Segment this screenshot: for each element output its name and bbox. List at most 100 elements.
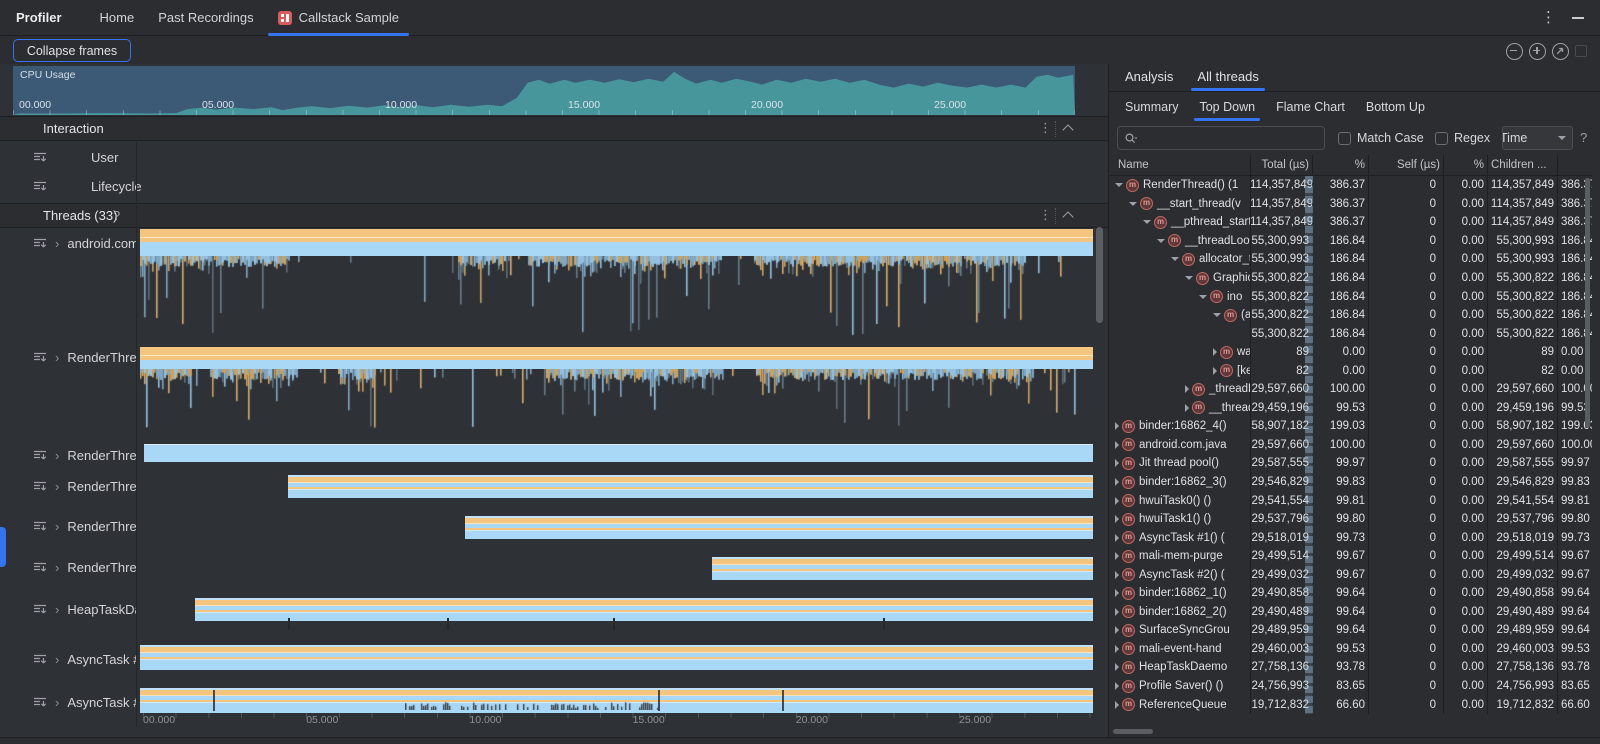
tree-expand-icon[interactable] (1115, 607, 1119, 616)
threads-kebab-menu-icon[interactable]: ⋮ (1039, 208, 1052, 223)
interaction-collapse-icon[interactable] (1062, 124, 1074, 136)
table-row[interactable]: mino55,300,822186.8400.0055,300,822186.8… (1110, 287, 1592, 306)
group-by-dropdown[interactable]: Time (1502, 126, 1573, 150)
thread-row-renderthread-1[interactable]: › RenderThread (33, 347, 136, 367)
tree-expand-icon[interactable] (1115, 422, 1119, 431)
window-kebab-menu-icon[interactable]: ⋮ (1541, 8, 1556, 26)
col-self[interactable]: Self (µs) (1396, 159, 1440, 171)
table-header[interactable]: Name Total (µs)% Self (µs)% Children ... (1110, 155, 1592, 176)
reset-zoom-icon[interactable] (1552, 42, 1569, 60)
zoom-in-icon[interactable] (1529, 42, 1546, 60)
table-row[interactable]: m HeapTaskDaemo 27,758,136 93.78 0 0.00 27,758… (1110, 658, 1592, 677)
regex-checkbox[interactable] (1435, 131, 1448, 145)
table-horizontal-scrollbar[interactable] (1113, 729, 1153, 734)
table-row[interactable]: m__threadLoop29,459,19699.5300.0029,459,… (1110, 399, 1592, 418)
table-row[interactable]: m AsyncTask #1() (29,518,019 99.73 0 0.00 29,… (1110, 528, 1592, 547)
thread-row-renderthread-3[interactable]: › RenderThread (33, 476, 136, 496)
tree-expand-icon[interactable] (1115, 626, 1119, 635)
tree-expand-icon[interactable] (1115, 533, 1119, 542)
thread-track-7[interactable] (140, 645, 1093, 670)
table-row[interactable]: m android.com.java 29,597,660 100.00 0 0.00 29… (1110, 436, 1592, 455)
tree-collapse-icon[interactable] (1185, 276, 1193, 280)
zoom-to-selection-icon[interactable] (1575, 45, 1587, 57)
table-row[interactable]: m Jit thread pool() 29,587,555 99.97 0 0.00 29… (1110, 454, 1592, 473)
tree-collapse-icon[interactable] (1199, 294, 1207, 299)
table-row[interactable]: mwait 89 0.00 0 0.00 89 0.00 (1110, 343, 1592, 362)
thread-track-6[interactable] (195, 598, 1093, 621)
search-field[interactable] (1117, 126, 1325, 150)
tab-all-threads[interactable]: All threads (1189, 62, 1266, 91)
tree-collapse-icon[interactable] (1213, 313, 1221, 318)
tab-summary[interactable]: Summary (1125, 99, 1179, 114)
thread-row-renderthread-2[interactable]: › RenderThread (33, 445, 136, 465)
thread-track-4[interactable] (465, 516, 1093, 539)
interaction-kebab-menu-icon[interactable]: ⋮ (1039, 121, 1052, 136)
minimize-icon[interactable] (1572, 16, 1584, 19)
col-name[interactable]: Name (1118, 159, 1149, 171)
tab-flame-chart[interactable]: Flame Chart (1276, 99, 1345, 114)
table-row[interactable]: m __pthread_start(114,357,849 386.37 0 0.00 1… (1110, 213, 1592, 232)
table-row[interactable]: m __start_thread(v 114,357,849 386.37 0 0.00 1… (1110, 195, 1592, 214)
tree-expand-icon[interactable] (1115, 440, 1119, 449)
thread-row-heaptaskdae-6[interactable]: › HeapTaskDae... (33, 599, 136, 619)
search-input[interactable] (1141, 130, 1318, 146)
col-total-pct[interactable]: % (1354, 159, 1365, 171)
thread-row-renderthread-4[interactable]: › RenderThread (33, 516, 136, 536)
tree-expand-icon[interactable] (1115, 459, 1119, 468)
cpu-usage-chart[interactable]: 00.000 05.000 10.000 15.000 20.000 25.000 (13, 66, 1075, 115)
tab-callstack-sample[interactable]: Callstack Sample (266, 0, 411, 36)
thread-row-renderthread-5[interactable]: › RenderThread (33, 557, 136, 577)
table-row[interactable]: m hwuiTask0() () 29,541,554 99.81 0 0.00 29,54… (1110, 491, 1592, 510)
threads-collapse-icon[interactable] (1062, 211, 1074, 223)
tree-expand-icon[interactable] (1115, 589, 1119, 598)
table-row[interactable]: m RenderThread() (1 114,357,849 386.37 0 0.00… (1110, 176, 1592, 195)
table-row[interactable]: m [kern 82 0.00 0 0.00 82 0.00 (1110, 361, 1592, 380)
table-row[interactable]: m_threadLoop29,597,660100.0000.0029,597,… (1110, 380, 1592, 399)
table-row[interactable]: m binder:16862_1() 29,490,858 99.64 0 0.00 29,… (1110, 584, 1592, 603)
tree-expand-icon[interactable] (1115, 644, 1119, 653)
tab-past-recordings[interactable]: Past Recordings (146, 0, 265, 36)
filter-help-icon[interactable]: ? (1580, 130, 1588, 145)
tree-expand-icon[interactable] (1115, 682, 1119, 691)
tree-collapse-icon[interactable] (1143, 220, 1151, 225)
tab-analysis[interactable]: Analysis (1125, 69, 1174, 84)
table-row[interactable]: m mali-mem-purge 29,499,514 99.67 0 0.00 29,49… (1110, 547, 1592, 566)
tree-expand-icon[interactable] (1185, 403, 1189, 412)
interaction-row-lifecycle[interactable]: Lifecycle (33, 176, 142, 196)
table-row[interactable]: mallocator_thre55,300,993186.8400.0055,3… (1110, 250, 1592, 269)
interaction-row-user[interactable]: User (33, 147, 133, 167)
table-row[interactable]: m hwuiTask1() () 29,537,796 99.80 0 0.00 29,53… (1110, 510, 1592, 529)
thread-track-0[interactable] (140, 229, 1093, 256)
tab-bottom-up[interactable]: Bottom Up (1365, 99, 1425, 114)
tree-expand-icon[interactable] (1213, 348, 1217, 357)
tree-collapse-icon[interactable] (1115, 183, 1123, 188)
collapse-frames-button[interactable]: Collapse frames (13, 39, 131, 62)
table-row[interactable]: m AsyncTask #2() (29,499,032 99.67 0 0.00 29,… (1110, 565, 1592, 584)
tree-expand-icon[interactable] (1115, 570, 1119, 579)
tree-expand-icon[interactable] (1115, 496, 1119, 505)
thread-track-2[interactable] (144, 444, 1093, 462)
interaction-header[interactable]: Interaction ⋮ (0, 116, 1108, 141)
table-row[interactable]: m binder:16862_4() 58,907,182 199.03 0 0.00 58… (1110, 417, 1592, 436)
table-row[interactable]: m__threadLoop(55,300,993186.8400.0055,30… (1110, 232, 1592, 251)
table-row[interactable]: m ReferenceQueue 19,712,832 66.60 0 0.00 19,71… (1110, 695, 1592, 714)
tree-collapse-icon[interactable] (1171, 257, 1179, 262)
match-case-option[interactable]: Match Case (1338, 131, 1424, 145)
regex-option[interactable]: Regex (1435, 131, 1490, 145)
match-case-checkbox[interactable] (1338, 131, 1351, 145)
threads-help-icon[interactable]: ? (113, 208, 121, 223)
table-row[interactable]: m binder:16862_2() 29,490,489 99.64 0 0.00 29,… (1110, 603, 1592, 622)
table-row[interactable]: mGraphics55,300,822186.8400.0055,300,822… (1110, 269, 1592, 288)
thread-row-android-com-ja-0[interactable]: › android.com.ja... (33, 233, 136, 253)
thread-track-3[interactable] (288, 475, 1093, 498)
col-children[interactable]: Children ... (1491, 159, 1547, 171)
tree-expand-icon[interactable] (1115, 478, 1119, 487)
tree-collapse-icon[interactable] (1129, 201, 1137, 206)
threads-header[interactable]: Threads (33) ? ⋮ (0, 203, 1108, 228)
tree-expand-icon[interactable] (1185, 385, 1189, 394)
table-vertical-scrollbar[interactable] (1585, 178, 1590, 428)
tab-top-down[interactable]: Top Down (1193, 92, 1261, 121)
left-vertical-scrollbar[interactable] (1096, 227, 1103, 323)
tree-expand-icon[interactable] (1213, 366, 1217, 375)
